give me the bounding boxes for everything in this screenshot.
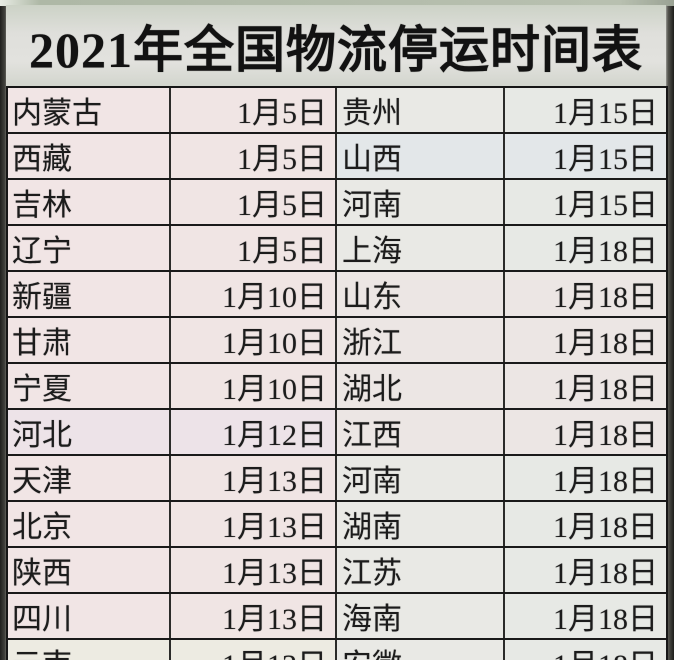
date-cell: 1月18日 (505, 640, 666, 660)
region-cell: 陕西 (8, 548, 171, 592)
date-cell: 1月18日 (505, 318, 666, 362)
table-row: 内蒙古 1月5日 贵州 1月15日 (8, 88, 666, 134)
region-cell: 新疆 (8, 272, 171, 316)
date-cell: 1月18日 (505, 502, 666, 546)
region-cell: 贵州 (337, 88, 505, 132)
title-bar: 2021年全国物流停运时间表 (6, 5, 666, 86)
table-row: 云南1月13日安徽1月18日 (8, 640, 666, 660)
region-cell: 北京 (8, 502, 171, 546)
date-cell: 1月5日 (171, 134, 337, 178)
region-cell: 山西 (337, 134, 505, 178)
date-cell: 1月13日 (171, 456, 337, 500)
date-cell: 1月12日 (171, 410, 337, 454)
region-cell: 山东 (337, 272, 505, 316)
table-row: 陕西 1月13日 江苏 1月18日 (8, 548, 666, 594)
date-cell: 1月18日 (505, 548, 666, 592)
date-cell: 1月13日 (171, 502, 337, 546)
date-cell: 1月18日 (505, 226, 666, 270)
date-cell: 1月10日 (171, 272, 337, 316)
date-cell: 1月18日 (505, 272, 666, 316)
region-cell: 四川 (8, 594, 171, 638)
region-cell: 湖南 (337, 502, 505, 546)
date-cell: 1月10日 (171, 364, 337, 408)
date-cell: 1月5日 (171, 226, 337, 270)
region-cell: 湖北 (337, 364, 505, 408)
region-cell: 西藏 (8, 134, 171, 178)
region-cell: 吉林 (8, 180, 171, 224)
table-row: 河北 1月12日 江西 1月18日 (8, 410, 666, 456)
date-cell: 1月15日 (505, 88, 666, 132)
date-cell: 1月18日 (505, 456, 666, 500)
date-cell: 1月5日 (171, 88, 337, 132)
region-cell: 海南 (337, 594, 505, 638)
table-row: 西藏 1月5日 山西 1月15日 (8, 134, 666, 180)
table-row: 天津 1月13日 河南 1月18日 (8, 456, 666, 502)
date-cell: 1月13日 (171, 640, 337, 660)
logistics-shutdown-table: 内蒙古 1月5日 贵州 1月15日 西藏 1月5日 山西 1月15日 吉林 1月5日 河南 1月15日… (6, 86, 668, 660)
region-cell: 云南 (8, 640, 171, 660)
date-cell: 1月18日 (505, 410, 666, 454)
region-cell: 江苏 (337, 548, 505, 592)
date-cell: 1月10日 (171, 318, 337, 362)
date-cell: 1月13日 (171, 548, 337, 592)
region-cell: 辽宁 (8, 226, 171, 270)
date-cell: 1月18日 (505, 594, 666, 638)
region-cell: 天津 (8, 456, 171, 500)
date-cell: 1月15日 (505, 134, 666, 178)
region-cell: 浙江 (337, 318, 505, 362)
date-cell: 1月13日 (171, 594, 337, 638)
date-cell: 1月18日 (505, 364, 666, 408)
page-title: 2021年全国物流停运时间表 (29, 21, 643, 78)
table-row: 四川 1月13日 海南 1月18日 (8, 594, 666, 640)
region-cell: 宁夏 (8, 364, 171, 408)
region-cell: 江西 (337, 410, 505, 454)
table-row: 新疆 1月10日 山东 1月18日 (8, 272, 666, 318)
table-row: 甘肃 1月10日 浙江 1月18日 (8, 318, 666, 364)
region-cell: 河南 (337, 180, 505, 224)
date-cell: 1月15日 (505, 180, 666, 224)
photo-top-edge (0, 0, 674, 6)
table-row: 吉林 1月5日 河南 1月15日 (8, 180, 666, 226)
table-row: 宁夏 1月10日 湖北 1月18日 (8, 364, 666, 410)
region-cell: 安徽 (337, 640, 505, 660)
region-cell: 甘肃 (8, 318, 171, 362)
region-cell: 河南 (337, 456, 505, 500)
region-cell: 上海 (337, 226, 505, 270)
table-row: 辽宁 1月5日 上海 1月18日 (8, 226, 666, 272)
table-row: 北京 1月13日 湖南 1月18日 (8, 502, 666, 548)
region-cell: 内蒙古 (8, 88, 171, 132)
date-cell: 1月5日 (171, 180, 337, 224)
region-cell: 河北 (8, 410, 171, 454)
